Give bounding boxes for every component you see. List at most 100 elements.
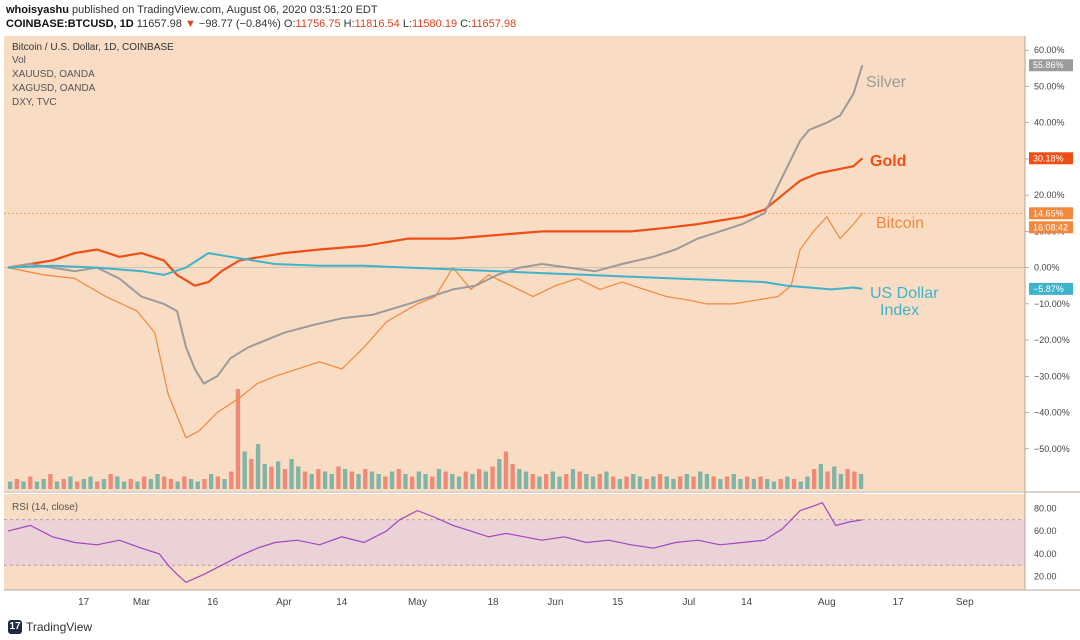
legend-bitcoin[interactable]: Bitcoin / U.S. Dollar, 1D, COINBASE	[12, 42, 174, 53]
y-tick-label: 60.00%	[1034, 45, 1065, 55]
footer-bar: 17 TradingView	[0, 616, 1080, 640]
volume-bar	[54, 481, 60, 489]
volume-bar	[657, 474, 663, 489]
x-tick-label: 16	[207, 597, 219, 608]
volume-bar	[463, 471, 468, 489]
open-value: 11756.75	[295, 18, 341, 30]
usd-badge-bg	[1029, 282, 1073, 295]
volume-bar	[825, 471, 830, 489]
volume-bar	[14, 479, 19, 489]
volume-bar	[175, 481, 180, 489]
legend-volume[interactable]: Vol	[12, 55, 26, 66]
y-tick-label: −30.00%	[1034, 371, 1070, 381]
close-label: C:	[460, 18, 472, 30]
volume-bar	[664, 476, 669, 489]
legend-dxy[interactable]: DXY, TVC	[12, 97, 57, 108]
volume-bar	[249, 459, 254, 489]
down-arrow-icon: ▼	[184, 18, 196, 30]
chart-legend[interactable]: Bitcoin / U.S. Dollar, 1D, COINBASE Vol …	[12, 42, 174, 108]
x-tick-label: Mar	[133, 597, 151, 608]
close-value: 11657.98	[471, 18, 517, 30]
gold-series-line	[7, 157, 864, 287]
x-tick-label: 14	[336, 597, 348, 608]
usd-annotation-line1: US Dollar	[870, 285, 939, 302]
tradingview-logo-icon: 17	[8, 620, 22, 634]
y-tick-label: −10.00%	[1034, 299, 1070, 309]
rsi-label[interactable]: RSI (14, close)	[12, 502, 78, 513]
x-tick-label: 14	[741, 597, 753, 608]
volume-bar	[168, 479, 174, 489]
volume-bar	[758, 476, 763, 489]
publish-info: published on TradingView.com, August 06,…	[72, 4, 378, 16]
volume-bar	[637, 476, 643, 489]
x-tick-label: 17	[78, 597, 90, 608]
series-lines	[7, 64, 864, 584]
volume-bar	[450, 474, 455, 489]
x-tick-label: Jul	[682, 597, 695, 608]
volume-bar	[577, 471, 582, 489]
rsi-band	[4, 519, 1025, 566]
volume-bar	[644, 479, 649, 489]
x-axis-ticks: 17 Mar 16 Apr 14 May 18 Jun 15 Jul 14 Aug 17 Sep	[78, 597, 974, 608]
volume-bar	[456, 476, 462, 489]
volume-bar	[376, 474, 381, 489]
volume-bar	[316, 469, 321, 489]
rsi-tick-label: 80.00	[1034, 503, 1057, 513]
volume-bar	[611, 476, 616, 489]
volume-bar	[765, 479, 770, 489]
volume-bar	[584, 474, 589, 489]
volume-bar	[858, 474, 864, 489]
volume-bar	[423, 474, 428, 489]
volume-bar	[135, 481, 140, 489]
silver-series-line	[7, 64, 864, 385]
volume-bar	[68, 476, 73, 489]
legend-silver[interactable]: XAGUSD, OANDA	[12, 83, 96, 94]
volume-bar	[28, 476, 33, 489]
volume-bar	[604, 471, 609, 489]
volume-bar	[289, 459, 294, 489]
volume-bar	[209, 474, 214, 489]
volume-bar	[852, 471, 857, 489]
volume-bar	[202, 479, 207, 489]
author-name[interactable]: whoisyashu	[6, 4, 69, 16]
volume-bar	[497, 459, 502, 489]
volume-bar	[443, 471, 448, 489]
volume-bar	[81, 479, 86, 489]
gold-annotation: Gold	[870, 153, 906, 170]
volume-bar	[678, 476, 683, 489]
high-label: H:	[343, 18, 355, 30]
volume-bar	[322, 471, 328, 489]
silver-badge-bg	[1029, 59, 1073, 72]
volume-bar	[517, 469, 522, 489]
volume-bar	[597, 474, 602, 489]
volume-bar	[255, 444, 261, 489]
volume-bar	[698, 471, 703, 489]
legend-gold[interactable]: XAUUSD, OANDA	[12, 69, 95, 80]
volume-bar	[48, 474, 53, 489]
volume-bar	[523, 471, 529, 489]
change-value: −98.77 (−0.84%)	[198, 18, 281, 30]
volume-bar	[624, 476, 629, 489]
volume-bar	[778, 479, 783, 489]
volume-bar	[88, 476, 93, 489]
volume-bar	[269, 466, 274, 489]
volume-bar	[738, 479, 743, 489]
volume-bar	[309, 474, 314, 489]
volume-bar	[544, 474, 549, 489]
volume-bar	[75, 481, 80, 489]
rsi-tick-label: 60.00	[1034, 526, 1057, 536]
volume-bar	[369, 471, 375, 489]
ohlc-line: COINBASE:BTCUSD, 1D 11657.98 ▼ −98.77 (−…	[6, 18, 516, 30]
chart-canvas[interactable]: 60.00%50.00%40.00%30.00%20.00%10.00%0.00…	[0, 0, 1080, 616]
low-value: 11580.19	[412, 18, 458, 30]
volume-bar	[436, 469, 442, 489]
volume-bar	[121, 481, 127, 489]
volume-bar	[128, 479, 133, 489]
volume-bar	[477, 469, 482, 489]
volume-bar	[570, 469, 576, 489]
volume-bar	[483, 471, 488, 489]
tradingview-brand[interactable]: 17 TradingView	[8, 620, 92, 634]
low-label: L:	[402, 18, 412, 30]
volume-bar	[396, 469, 401, 489]
volume-bar	[101, 479, 107, 489]
